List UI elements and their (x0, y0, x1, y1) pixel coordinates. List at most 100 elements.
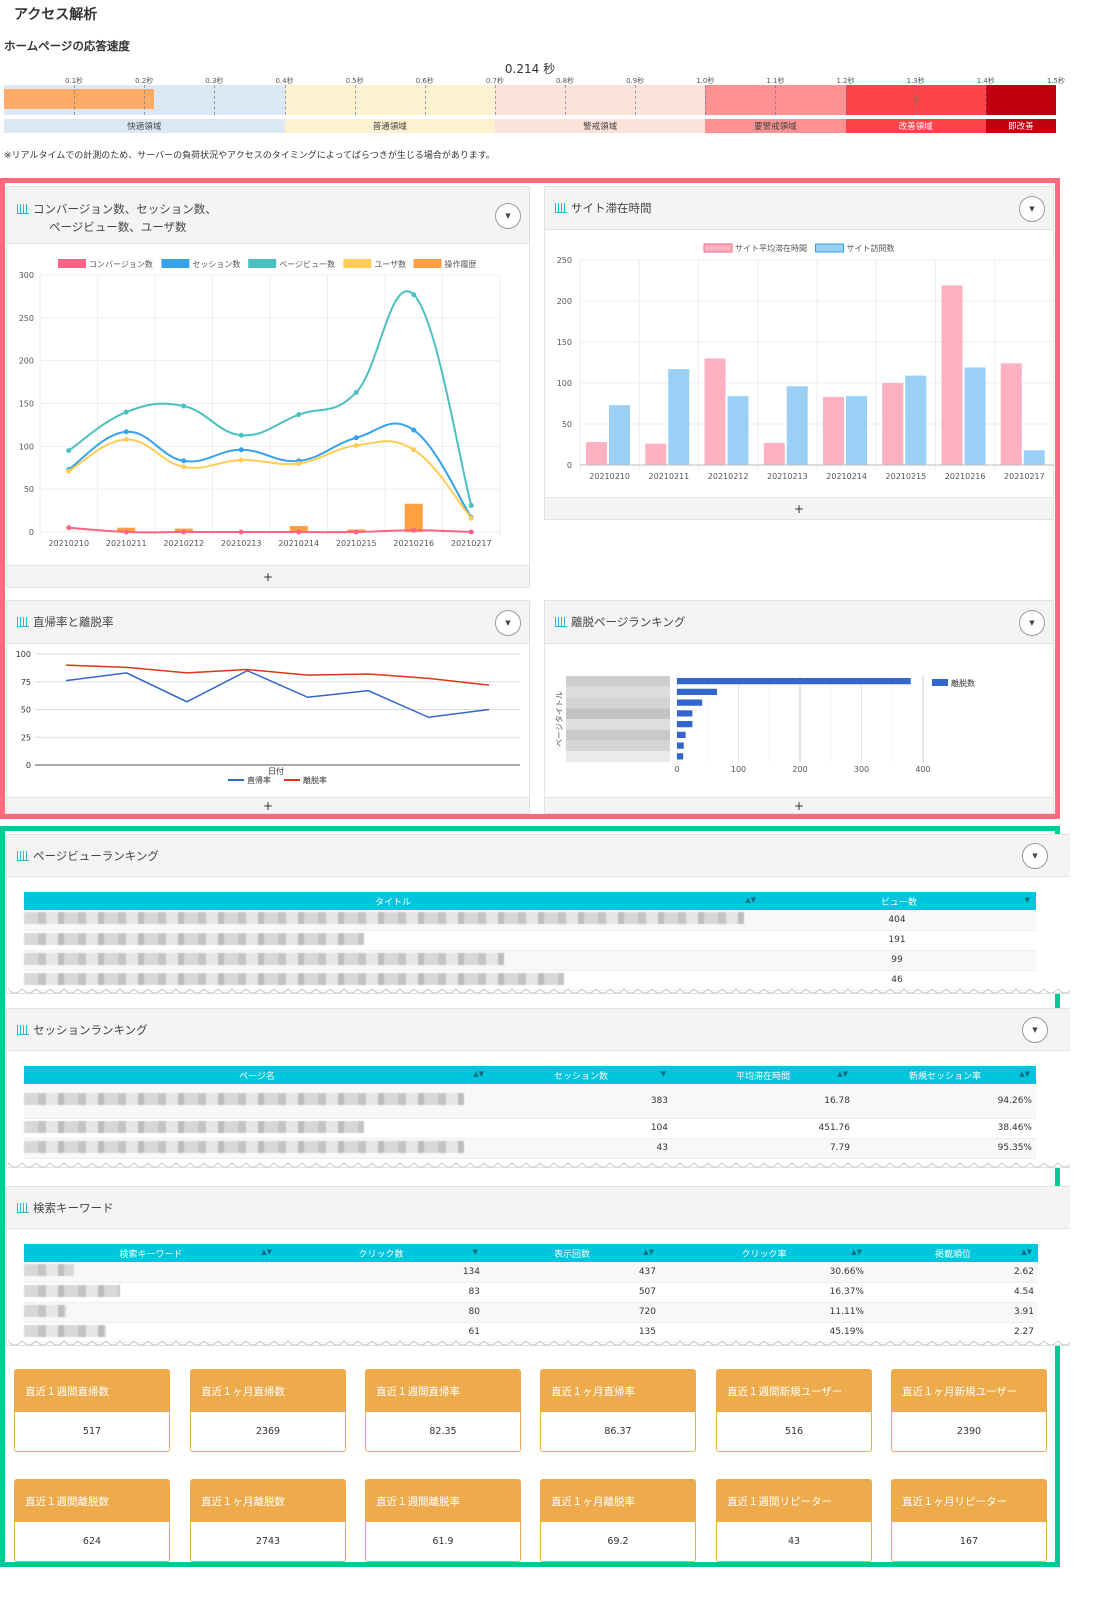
x-axis-label: 日付 (268, 766, 284, 776)
column-header-clicks[interactable]: クリック数 ▼ (278, 1244, 484, 1262)
x-tick-label: 20210213 (221, 539, 262, 548)
tick-label: 300 (19, 271, 34, 280)
bar (677, 742, 684, 749)
table-row[interactable]: 80 720 11.11% 3.91 (24, 1302, 1038, 1323)
metric-card-value: 69.2 (607, 1536, 629, 1547)
column-header-views[interactable]: ビュー数 ▼ (762, 892, 1036, 910)
speed-tick-label: 0.9秒 (626, 77, 645, 85)
x-tick-label: 100 (731, 765, 746, 774)
speed-title: ホームページの応答速度 (4, 39, 130, 53)
stay-time-chart: 0 50 100 150 200 250 20210210 20210211 20210212 2… (557, 243, 1054, 481)
table-row[interactable]: 383 16.78 94.26% (24, 1084, 1036, 1119)
table-cell: 191 (762, 930, 1036, 951)
bar (677, 731, 686, 738)
table-row[interactable]: 191 (24, 930, 1036, 951)
metric-card-label: 直近１週間直帰数 (15, 1370, 169, 1412)
table-cell: 43 (490, 1138, 672, 1159)
truncation-wave (8, 1162, 1070, 1168)
tick-label: 200 (557, 297, 572, 306)
blurred-page-title (566, 740, 670, 752)
metric-card-value: 82.35 (429, 1426, 457, 1437)
column-header-ctr[interactable]: クリック率 ▲▼ (660, 1244, 868, 1262)
expand-button[interactable]: + (7, 565, 529, 587)
column-header-impressions[interactable]: 表示回数 ▲▼ (484, 1244, 660, 1262)
x-tick-label: 20210211 (649, 472, 690, 481)
x-tick-label: 20210212 (163, 539, 204, 548)
table-cell: 99 (762, 950, 1036, 971)
table-cell: 2.27 (868, 1322, 1038, 1343)
redacted-text (24, 1304, 66, 1317)
blurred-page-title (566, 697, 670, 709)
table-row[interactable]: 134 437 30.66% 2.62 (24, 1262, 1038, 1283)
dropdown-toggle-button[interactable]: ▼ (495, 203, 521, 229)
expand-button[interactable]: + (7, 797, 529, 813)
bounce-panel: 直帰率と離脱率 ▼ + (6, 600, 530, 814)
bar (763, 442, 785, 465)
speed-value: 0.214 秒 (504, 62, 556, 76)
bar (786, 386, 808, 465)
tick-label: 150 (19, 400, 34, 409)
bar (677, 699, 703, 706)
column-header-position[interactable]: 掲載順位 ▲▼ (868, 1244, 1038, 1262)
dropdown-toggle-button[interactable]: ▼ (1019, 610, 1045, 636)
panel-title-line2: ページビュー数、ユーザ数 (49, 220, 187, 234)
x-tick-label: 20210216 (945, 472, 986, 481)
chart-icon (17, 850, 29, 861)
tick-label: 50 (24, 485, 34, 494)
metric-card-value: 43 (787, 1536, 801, 1547)
table-cell: 46 (762, 970, 1036, 991)
x-tick-label: 20210213 (767, 472, 808, 481)
table-cell: 3.91 (868, 1302, 1038, 1323)
speed-tick-label: 0.4秒 (275, 77, 294, 85)
dropdown-toggle-button[interactable]: ▼ (495, 610, 521, 636)
redacted-text (24, 952, 504, 965)
table-row[interactable]: 83 507 16.37% 4.54 (24, 1282, 1038, 1303)
column-header-title[interactable]: タイトル ▲▼ (24, 892, 762, 910)
dropdown-toggle-button[interactable]: ▼ (1019, 196, 1045, 222)
blurred-page-title (566, 729, 670, 741)
column-header-keyword[interactable]: 検索キーワード ▲▼ (24, 1244, 278, 1262)
tick-label: 25 (21, 733, 31, 742)
table-row[interactable]: 104 451.76 38.46% (24, 1118, 1036, 1139)
metric-card: 直近１ヶ月直帰数 2369 (190, 1369, 346, 1452)
bar (289, 526, 308, 532)
metric-card-label: 直近１ヶ月新規ユーザー (892, 1370, 1046, 1412)
redacted-text (24, 1284, 120, 1297)
legend-label: セッション数 (192, 259, 240, 269)
table-row[interactable]: 43 7.79 95.35% (24, 1138, 1036, 1159)
blurred-cell (24, 1282, 278, 1303)
metric-card: 直近１週間新規ユーザー 516 (716, 1369, 872, 1452)
panel-title: 直帰率と離脱率 (33, 615, 114, 629)
column-header-new-rate[interactable]: 新規セッション率 ▲▼ (854, 1066, 1036, 1084)
table-cell: 7.79 (672, 1138, 854, 1159)
speed-gridline (705, 85, 707, 115)
column-header-sessions[interactable]: セッション数 ▼ (490, 1066, 672, 1084)
speed-zone (284, 85, 495, 115)
keyword-table: 検索キーワード ▲▼ クリック数 ▼ 表示回数 ▲▼ クリック率 ▲▼ 掲載順位 ▲▼ 1… (24, 1244, 1038, 1343)
redacted-text (24, 1140, 464, 1153)
truncation-wave (8, 1340, 1070, 1346)
table-cell: 95.35% (854, 1138, 1036, 1159)
speed-tick-label: 0.3秒 (205, 77, 224, 85)
column-header-page[interactable]: ページ名 ▲▼ (24, 1066, 490, 1084)
chart-icon (17, 204, 29, 214)
legend-swatch (161, 259, 190, 268)
speed-gridline (845, 85, 847, 115)
table-cell: 507 (484, 1282, 660, 1303)
data-point (468, 502, 474, 508)
blurred-page-title (566, 686, 670, 698)
dropdown-toggle-button[interactable]: ▼ (1022, 1017, 1048, 1043)
table-row[interactable]: 404 (24, 910, 1036, 931)
table-row[interactable]: 99 (24, 950, 1036, 971)
expand-button[interactable]: + (545, 797, 1053, 813)
panel-title: サイト滞在時間 (571, 201, 652, 215)
table-row[interactable]: 46 (24, 970, 1036, 991)
table-row[interactable]: 61 135 45.19% 2.27 (24, 1322, 1038, 1343)
speed-gridline (144, 85, 146, 115)
expand-button[interactable]: + (545, 497, 1053, 519)
table-cell: 80 (278, 1302, 484, 1323)
blurred-cell (24, 1302, 278, 1323)
truncation-wave (8, 988, 1070, 994)
dropdown-toggle-button[interactable]: ▼ (1022, 843, 1048, 869)
column-header-avg-time[interactable]: 平均滞在時間 ▲▼ (672, 1066, 854, 1084)
